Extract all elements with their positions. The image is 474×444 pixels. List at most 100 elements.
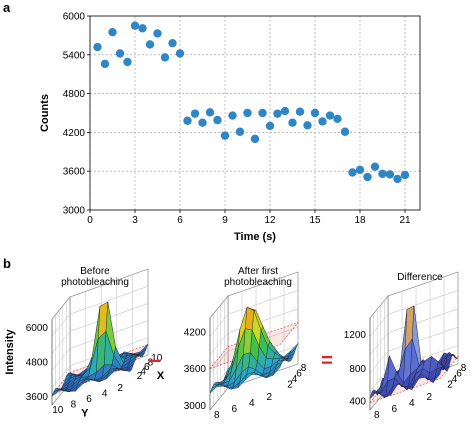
x-tick-label: 2 — [447, 379, 453, 390]
x-tick-label: 15 — [309, 215, 321, 226]
wall-gridline — [369, 332, 389, 355]
surface-title: After first — [238, 266, 278, 277]
data-point — [93, 42, 102, 52]
data-point — [348, 168, 357, 177]
z-tick-label: 800 — [349, 364, 366, 375]
x-tick-label: 12 — [264, 215, 276, 226]
wall-gridline — [369, 314, 389, 337]
y-tick-label: 6 — [86, 394, 92, 405]
plot-frame — [89, 15, 421, 211]
y-tick-label: 4 — [249, 398, 255, 409]
data-point — [153, 29, 162, 38]
y-tick-label: 8 — [71, 400, 77, 411]
surface-title: Difference — [397, 272, 443, 283]
data-point — [295, 107, 305, 116]
x-tick-label: 9 — [222, 215, 228, 226]
data-point — [363, 172, 372, 182]
data-point — [370, 162, 380, 171]
panel-label-b: b — [3, 256, 11, 271]
data-point — [183, 116, 192, 125]
y-tick-label: 2 — [426, 392, 432, 403]
data-point — [325, 111, 335, 120]
y-axis-title: Y — [81, 407, 89, 419]
data-point — [250, 134, 260, 144]
data-point — [340, 127, 350, 136]
data-point — [378, 169, 387, 178]
x-axis-title: X — [157, 370, 165, 382]
x-tick-label: 8 — [461, 363, 467, 374]
z-tick-label: 3600 — [26, 392, 49, 403]
y-tick-label: 10 — [52, 405, 64, 416]
x-tick-label: 4 — [140, 366, 146, 377]
data-point — [190, 109, 200, 118]
data-point — [123, 57, 132, 67]
x-tick-label: 4 — [292, 374, 298, 385]
y-tick-label: 2 — [266, 392, 272, 403]
x-tick-label: 8 — [148, 358, 154, 369]
x-tick-label: 2 — [287, 379, 293, 390]
data-point — [385, 170, 395, 179]
x-tick-label: 6 — [177, 215, 183, 226]
data-point — [265, 121, 275, 131]
y-tick-label: 2 — [117, 383, 123, 394]
x-tick-label: 18 — [354, 215, 366, 226]
y-axis-title: Counts — [39, 94, 51, 132]
z-axis-title: Intensity — [4, 329, 16, 375]
x-tick-label: 4 — [452, 374, 458, 385]
wall-gridline — [51, 348, 71, 371]
surface-title: Before — [80, 266, 110, 277]
z-tick-label: 3000 — [184, 401, 207, 412]
y-tick-label: 3600 — [63, 167, 86, 178]
wall-gridline — [69, 285, 149, 315]
data-point — [303, 121, 312, 130]
wall-gridline — [387, 290, 459, 315]
x-axis-title: Time (s) — [234, 231, 276, 243]
data-point — [138, 24, 147, 33]
surface-plot-before: 360048006000246810108642Beforephotobleac… — [4, 266, 165, 419]
x-tick-label: 6 — [296, 368, 302, 379]
data-point — [213, 115, 222, 125]
x-tick-label: 2 — [137, 371, 143, 382]
y-tick-label: 6000 — [63, 12, 86, 23]
data-point — [115, 49, 125, 58]
y-tick-label: 8 — [374, 410, 380, 421]
wall-gridline — [369, 351, 389, 374]
y-tick-label: 4800 — [63, 89, 86, 100]
data-point — [205, 108, 215, 117]
wall-gridline — [209, 314, 229, 337]
wall-gridline — [51, 365, 71, 388]
panel-label-a: a — [3, 0, 11, 15]
z-tick-label: 4800 — [26, 358, 49, 369]
scatter-plot: 0 3 6 9 12 15 18 21 3000 3600 4200 4800 5400 6000 Time… — [39, 12, 421, 243]
y-tick-label: 6 — [231, 404, 237, 415]
y-tick-label: 4 — [102, 388, 108, 399]
surface-title: photobleaching — [61, 277, 129, 288]
data-point — [220, 131, 230, 140]
z-tick-label: 1200 — [344, 330, 367, 341]
data-point — [355, 165, 365, 175]
surface-patch — [432, 367, 442, 383]
y-tick-label: 4 — [409, 398, 415, 409]
data-point — [333, 114, 342, 124]
y-tick-label: 8 — [214, 410, 220, 421]
wall-gridline — [387, 326, 459, 352]
data-point — [235, 127, 245, 136]
data-point — [145, 40, 155, 49]
z-tick-label: 3600 — [184, 364, 207, 375]
x-tick-label: 0 — [87, 215, 93, 226]
x-tick-label: 8 — [301, 363, 307, 374]
wall-gridline — [209, 332, 229, 355]
z-tick-label: 400 — [349, 396, 366, 407]
data-point — [273, 109, 282, 118]
wall-gridline — [387, 345, 459, 370]
wall-gridline — [51, 314, 71, 337]
x-tick-label: 3 — [132, 215, 138, 226]
z-tick-label: 4200 — [184, 327, 207, 338]
minus-operator: – — [149, 347, 161, 372]
data-point — [130, 21, 140, 30]
data-point — [198, 118, 207, 127]
x-tick-label: 21 — [399, 215, 411, 226]
x-tick-label: 10 — [151, 353, 163, 364]
